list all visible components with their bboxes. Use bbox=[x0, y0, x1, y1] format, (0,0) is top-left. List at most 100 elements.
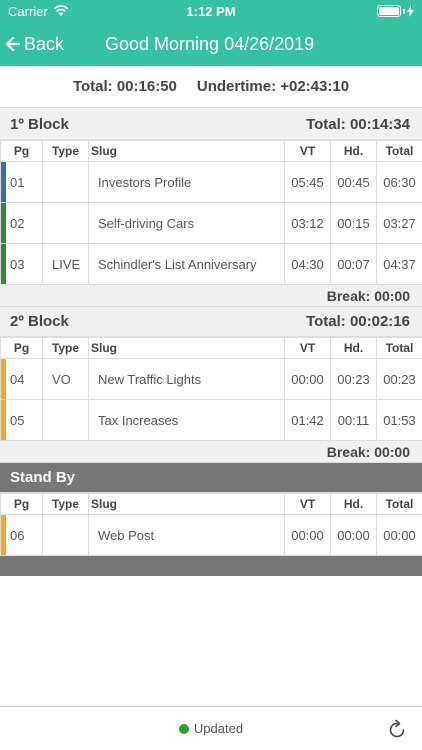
cell-slug-container: Web Post bbox=[88, 514, 285, 556]
sync-status: Updated bbox=[178, 721, 243, 736]
cell-hd-container: 00:23 bbox=[330, 358, 377, 400]
status-color-bar bbox=[1, 203, 6, 243]
cell-pg: 01 bbox=[10, 174, 25, 190]
column-header-total: Total bbox=[376, 337, 422, 359]
cell-vt-container: 05:45 bbox=[284, 161, 331, 203]
cell-total-container: 04:37 bbox=[376, 243, 422, 285]
block-table: Pg Type Slug VT Hd. Total 01 Investors Profile 0… bbox=[0, 140, 422, 285]
story-row[interactable]: 04 VO New Traffic Lights 00:00 00:23 00:23 bbox=[0, 358, 422, 400]
cell-total-container: 03:27 bbox=[376, 202, 422, 244]
cell-pg-container: 01 bbox=[0, 161, 43, 203]
cell-type-container bbox=[42, 161, 89, 203]
block-name: 2º Block bbox=[10, 313, 69, 330]
back-button[interactable]: Back bbox=[6, 34, 64, 55]
cell-type: VO bbox=[52, 371, 71, 387]
column-header-type: Type bbox=[42, 140, 89, 162]
cell-type-container bbox=[42, 514, 89, 556]
cell-pg-container: 06 bbox=[0, 514, 43, 556]
cell-vt-container: 03:12 bbox=[284, 202, 331, 244]
column-header-total: Total bbox=[376, 140, 422, 162]
cell-pg: 05 bbox=[10, 412, 25, 428]
summary-row: Total: 00:16:50 Undertime: +02:43:10 bbox=[0, 66, 422, 108]
cell-hd-container: 00:11 bbox=[330, 399, 377, 441]
status-color-bar bbox=[1, 244, 6, 284]
cell-pg-container: 05 bbox=[0, 399, 43, 441]
column-header-hd: Hd. bbox=[330, 493, 377, 515]
cell-slug-container: Self-driving Cars bbox=[88, 202, 285, 244]
cell-type-container: VO bbox=[42, 358, 89, 400]
cell-slug: Web Post bbox=[98, 527, 155, 543]
cell-hd-container: 00:15 bbox=[330, 202, 377, 244]
cell-vt: 00:00 bbox=[291, 371, 324, 387]
column-header-slug: Slug bbox=[88, 493, 285, 515]
back-label: Back bbox=[24, 33, 65, 54]
charging-bolt-icon bbox=[407, 5, 414, 17]
cell-total: 00:23 bbox=[383, 371, 416, 387]
cell-slug-container: New Traffic Lights bbox=[88, 358, 285, 400]
cell-total: 04:37 bbox=[383, 256, 416, 272]
wifi-icon bbox=[53, 5, 69, 16]
column-header-total: Total bbox=[376, 493, 422, 515]
standby-footer bbox=[0, 556, 422, 576]
table-header-row: Pg Type Slug VT Hd. Total bbox=[0, 493, 422, 515]
cell-hd: 00:11 bbox=[337, 412, 370, 428]
story-row[interactable]: 01 Investors Profile 05:45 00:45 06:30 bbox=[0, 161, 422, 203]
cell-hd: 00:00 bbox=[337, 527, 370, 543]
block-header: 2º Block Total: 00:02:16 bbox=[0, 307, 422, 337]
block-break: Break: 00:00 bbox=[0, 285, 422, 307]
cell-vt-container: 04:30 bbox=[284, 243, 331, 285]
status-color-bar bbox=[1, 162, 6, 202]
cell-slug: Investors Profile bbox=[98, 174, 192, 190]
cell-hd: 00:45 bbox=[337, 174, 370, 190]
top-bar: Carrier 1:12 PM Back Good Morning 04/26/… bbox=[0, 0, 422, 66]
status-color-bar bbox=[1, 515, 6, 555]
cell-type-container: LIVE bbox=[42, 243, 89, 285]
column-header-vt: VT bbox=[284, 337, 331, 359]
status-time: 1:12 PM bbox=[186, 3, 236, 19]
story-row[interactable]: 03 LIVE Schindler's List Anniversary 04:30 0… bbox=[0, 243, 422, 285]
story-row[interactable]: 02 Self-driving Cars 03:12 00:15 03:27 bbox=[0, 202, 422, 244]
cell-type: LIVE bbox=[52, 256, 81, 272]
status-color-bar bbox=[1, 400, 6, 440]
cell-total-container: 00:23 bbox=[376, 358, 422, 400]
cell-total: 06:30 bbox=[383, 174, 416, 190]
cell-vt: 04:30 bbox=[291, 256, 324, 272]
cell-total-container: 01:53 bbox=[376, 399, 422, 441]
block-table: Pg Type Slug VT Hd. Total 06 Web Post 00:00 00:00… bbox=[0, 493, 422, 556]
cell-vt-container: 00:00 bbox=[284, 514, 331, 556]
column-header-vt: VT bbox=[284, 140, 331, 162]
block-break: Break: 00:00 bbox=[0, 441, 422, 463]
nav-bar: Back Good Morning 04/26/2019 bbox=[0, 22, 422, 66]
block-name: Stand By bbox=[10, 469, 76, 486]
cell-vt: 01:42 bbox=[291, 412, 324, 428]
column-header-slug: Slug bbox=[88, 337, 285, 359]
battery-icon bbox=[377, 5, 414, 17]
column-header-slug: Slug bbox=[88, 140, 285, 162]
cell-slug: Schindler's List Anniversary bbox=[98, 256, 257, 272]
status-dot-icon bbox=[178, 723, 189, 734]
story-row[interactable]: 05 Tax Increases 01:42 00:11 01:53 bbox=[0, 399, 422, 441]
column-header-vt: VT bbox=[284, 493, 331, 515]
cell-total: 00:00 bbox=[383, 527, 416, 543]
status-color-bar bbox=[1, 359, 6, 399]
cell-pg: 04 bbox=[10, 371, 25, 387]
table-header-row: Pg Type Slug VT Hd. Total bbox=[0, 337, 422, 359]
cell-slug: New Traffic Lights bbox=[98, 371, 202, 387]
block-header: 1º Block Total: 00:14:34 bbox=[0, 110, 422, 140]
divider bbox=[0, 108, 422, 110]
cell-hd: 00:15 bbox=[337, 215, 370, 231]
cell-total-container: 00:00 bbox=[376, 514, 422, 556]
cell-hd-container: 00:00 bbox=[330, 514, 377, 556]
cell-total: 01:53 bbox=[383, 412, 416, 428]
refresh-icon[interactable] bbox=[386, 718, 408, 740]
summary-total: Total: 00:16:50 bbox=[72, 78, 177, 95]
story-row[interactable]: 06 Web Post 00:00 00:00 00:00 bbox=[0, 514, 422, 556]
table-header-row: Pg Type Slug VT Hd. Total bbox=[0, 140, 422, 162]
cell-pg: 06 bbox=[10, 527, 25, 543]
cell-pg: 03 bbox=[10, 256, 25, 272]
status-bar: Carrier 1:12 PM bbox=[0, 0, 422, 22]
cell-vt-container: 00:00 bbox=[284, 358, 331, 400]
page-title: Good Morning 04/26/2019 bbox=[105, 33, 315, 54]
cell-pg-container: 02 bbox=[0, 202, 43, 244]
block-total: Total: 00:02:16 bbox=[306, 313, 410, 330]
